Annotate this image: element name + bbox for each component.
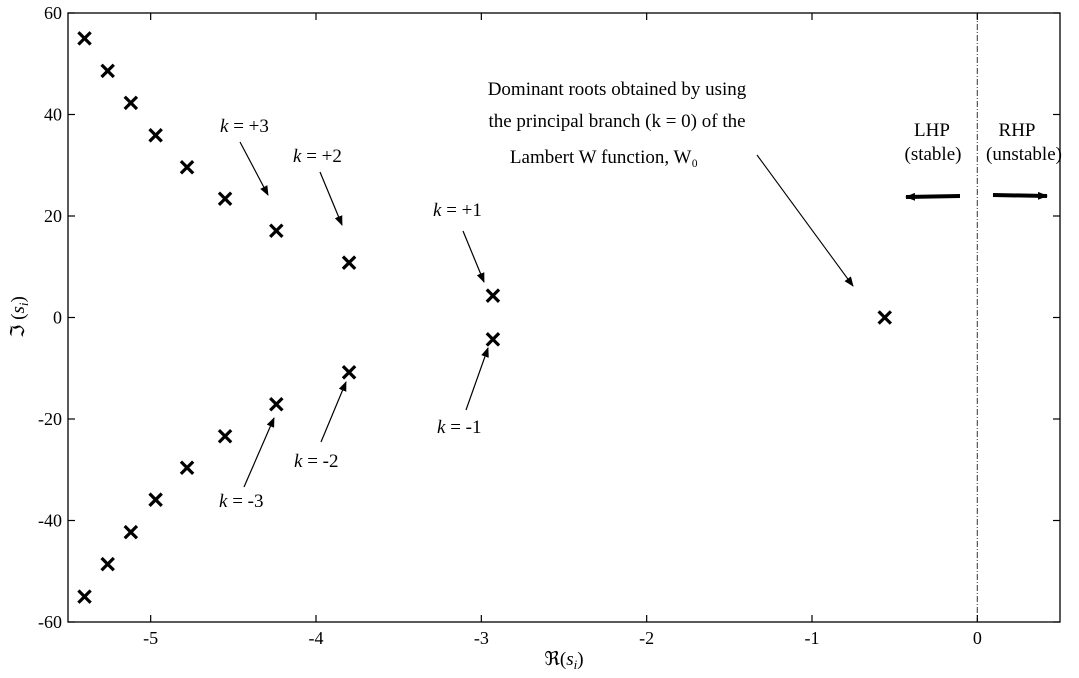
root-marker	[77, 589, 92, 604]
root-marker-stroke	[269, 397, 284, 412]
label-k-minus-3: k = -3	[219, 491, 263, 512]
root-marker	[123, 95, 139, 111]
y-tick-label: -20	[38, 409, 62, 429]
x-axis-title: ℜ(si)	[544, 649, 583, 672]
root-marker-stroke	[269, 223, 284, 238]
arrow-k-minus-3	[243, 417, 275, 488]
y-tick-label: -40	[38, 511, 62, 531]
x-tick-label: -5	[143, 628, 158, 648]
root-marker	[148, 492, 163, 507]
root-marker	[877, 310, 893, 325]
y-axis-title: ℑ (si)	[8, 296, 31, 338]
arrow-dominant-root	[756, 154, 854, 287]
root-marker	[217, 191, 233, 207]
label-k-minus-2: k = -2	[294, 451, 338, 472]
root-marker	[485, 288, 501, 303]
branch-annotations: k = +3 k = +2 k = +1 k = -1 k = -2 k = -…	[219, 116, 489, 512]
root-marker	[100, 556, 115, 572]
root-marker-stroke	[341, 365, 357, 380]
dominant-root-annotation: Dominant roots obtained by using the pri…	[488, 79, 854, 287]
root-marker-stroke	[100, 63, 115, 79]
arrow-k-plus-1	[462, 230, 485, 283]
dominant-note-line-1: Dominant roots obtained by using	[488, 79, 747, 100]
label-k-plus-3: k = +3	[220, 116, 269, 137]
label-k-plus-2: k = +2	[293, 146, 342, 167]
root-marker-stroke	[123, 524, 139, 540]
root-marker-stroke	[123, 95, 139, 111]
label-k-minus-1: k = -1	[437, 417, 481, 438]
root-marker-stroke	[77, 589, 92, 604]
rhp-arrow	[992, 191, 1048, 200]
y-axis-title-var: s	[8, 306, 29, 313]
y-axis-title-imag-symbol: ℑ (	[8, 314, 29, 338]
dominant-note-line-3: Lambert W function, W₀	[510, 147, 698, 168]
y-axis-title-close: )	[8, 296, 29, 302]
y-tick-label: 20	[44, 206, 62, 226]
y-tick-label: 40	[44, 105, 62, 125]
root-marker	[341, 255, 357, 270]
x-axis-ticks: -5 -4 -3 -2 -1 0	[143, 13, 982, 648]
root-marker	[269, 223, 284, 238]
x-tick-label: -4	[309, 628, 324, 648]
rhp-label: RHP	[999, 120, 1036, 141]
root-marker	[341, 365, 357, 380]
root-marker-stroke	[148, 492, 163, 507]
plot-frame	[67, 12, 1061, 623]
y-tick-label: 60	[44, 3, 62, 23]
x-tick-label: -2	[639, 628, 654, 648]
root-marker	[217, 428, 233, 444]
root-marker	[269, 397, 284, 412]
root-marker	[179, 460, 195, 475]
root-marker-stroke	[148, 128, 163, 143]
rhp-sublabel: (unstable)	[986, 144, 1062, 165]
y-tick-label: -60	[38, 612, 62, 632]
y-tick-label: 0	[53, 308, 62, 328]
root-marker-stroke	[341, 255, 357, 270]
root-marker-stroke	[217, 428, 233, 444]
root-marker	[100, 63, 115, 79]
root-marker-stroke	[100, 556, 115, 572]
root-marker-stroke	[179, 460, 195, 475]
root-marker	[148, 128, 163, 143]
arrow-k-minus-1	[465, 347, 489, 411]
label-k-plus-1: k = +1	[433, 200, 482, 221]
y-axis-title-sub: i	[16, 302, 31, 306]
lhp-arrow	[905, 192, 961, 201]
root-marker-stroke	[77, 31, 92, 46]
dominant-note-line-2: the principal branch (k = 0) of the	[488, 111, 745, 132]
root-marker-stroke	[877, 310, 893, 325]
arrow-k-plus-2	[319, 171, 343, 226]
x-axis-title-sub: i	[574, 657, 578, 672]
arrow-k-plus-3	[239, 141, 269, 196]
root-marker-stroke	[485, 332, 501, 347]
x-axis-title-var: s	[566, 649, 573, 670]
root-marker	[179, 160, 195, 175]
root-marker	[485, 332, 501, 347]
x-tick-label: -1	[805, 628, 820, 648]
lhp-sublabel: (stable)	[905, 144, 962, 165]
root-markers	[77, 31, 893, 604]
x-tick-label: 0	[973, 628, 982, 648]
root-marker-stroke	[217, 191, 233, 207]
root-marker-stroke	[179, 160, 195, 175]
x-axis-title-real-symbol: ℜ(	[544, 649, 566, 670]
root-marker	[77, 31, 92, 46]
lhp-label: LHP	[914, 120, 950, 141]
y-axis-ticks: -60 -40 -20 0 20 40 60	[38, 3, 1060, 632]
x-tick-label: -3	[474, 628, 489, 648]
half-plane-labels: LHP (stable) RHP (unstable)	[905, 120, 1062, 201]
arrow-k-minus-2	[320, 381, 347, 443]
x-axis-title-close: )	[577, 649, 583, 670]
root-marker	[123, 524, 139, 540]
root-marker-stroke	[485, 288, 501, 303]
